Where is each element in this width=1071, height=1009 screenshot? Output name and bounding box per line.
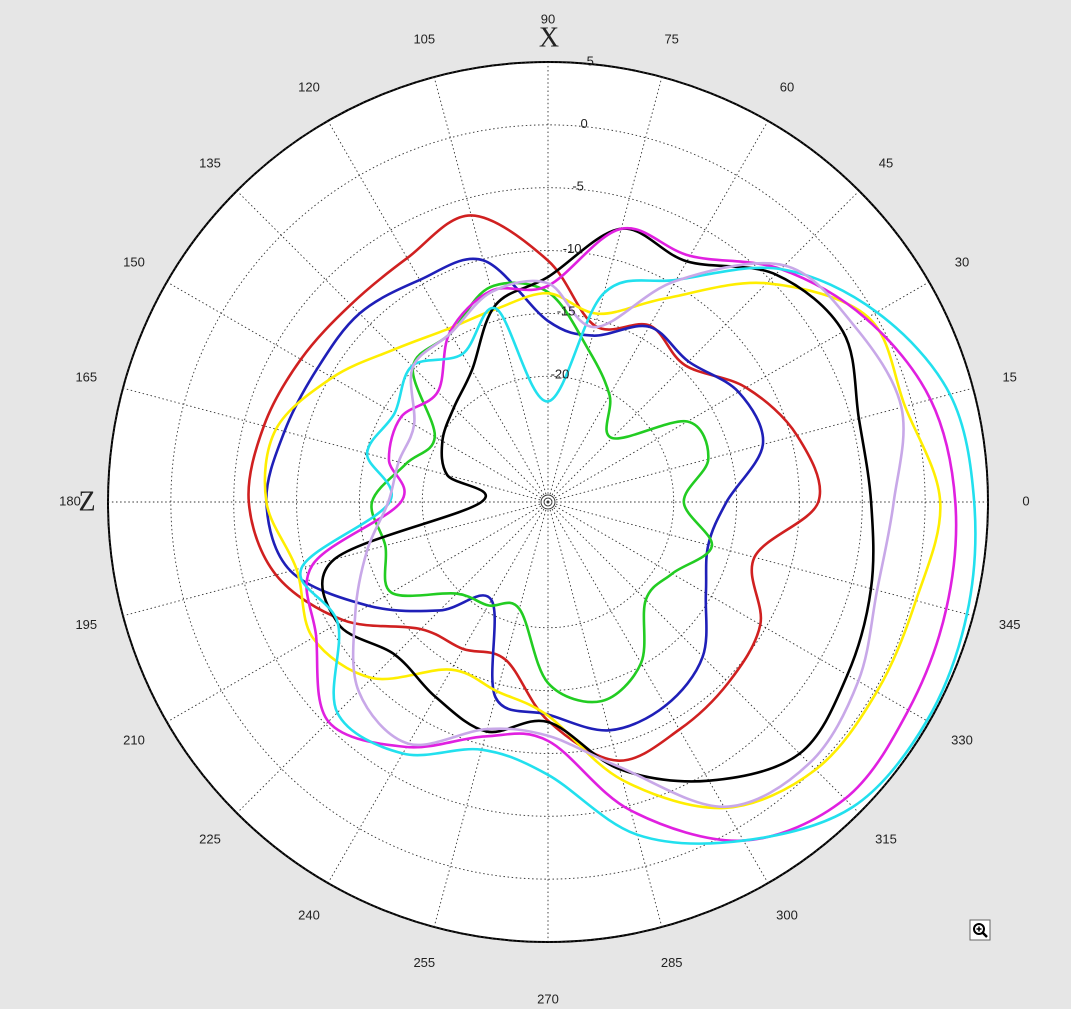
angle-tick-label: 0 (1022, 493, 1029, 508)
origin-marker (540, 494, 556, 510)
grid-circle (358, 312, 738, 692)
angle-tick-label: 195 (75, 617, 97, 632)
label-layer: 0 15 30 45 60 75 90 105 120 135 150 165 180 195 210 225… (59, 11, 1029, 1006)
origin-dot (546, 500, 550, 504)
grid-circle (421, 375, 675, 629)
angle-tick-label: 105 (413, 32, 435, 47)
angle-tick-label: 270 (537, 991, 559, 1004)
angle-tick-label: 150 (123, 254, 145, 269)
series-line-5 (321, 227, 875, 783)
origin-ring-inner (543, 497, 553, 507)
z-axis-label: Z (78, 486, 95, 517)
angle-tick-label: 240 (298, 907, 320, 922)
angle-tick-label: 30 (955, 254, 969, 269)
grid-circle (170, 124, 926, 880)
angle-tick-label: 315 (875, 831, 897, 846)
angle-tick-label: 165 (75, 370, 97, 385)
angle-tick-label: 90 (541, 11, 555, 26)
angle-tick-label: 60 (780, 79, 794, 94)
series-line-3 (370, 281, 714, 704)
angle-tick-label: 15 (1002, 370, 1016, 385)
angle-tick-label: 135 (199, 155, 221, 170)
radial-tick-label: 0 (580, 116, 587, 131)
angle-tick-label: 330 (951, 732, 973, 747)
series-line-8 (351, 262, 905, 809)
angle-tick-label: 345 (999, 617, 1021, 632)
angle-tick-label: 120 (298, 79, 320, 94)
angle-tick-label: 210 (123, 732, 145, 747)
angle-tick-label: 285 (661, 955, 683, 970)
radial-tick-label: -10 (563, 241, 582, 256)
series-layer (247, 214, 977, 845)
radial-tick-label: -20 (551, 366, 570, 381)
zoom-in-icon[interactable] (969, 919, 991, 941)
angle-tick-label: 225 (199, 831, 221, 846)
angle-tick-label: 255 (413, 955, 435, 970)
grid-circle (233, 187, 863, 817)
angle-tick-label: 75 (664, 32, 678, 47)
series-line-7 (298, 266, 977, 845)
angle-tick-label: 300 (776, 907, 798, 922)
radial-tick-label: 5 (587, 53, 594, 68)
series-line-4 (263, 281, 942, 810)
polar-grid (107, 61, 989, 943)
series-line-1 (247, 214, 822, 762)
angle-tick-label: 180 (59, 493, 81, 508)
x-axis-label: X (539, 22, 559, 53)
radial-tick-label: -15 (557, 304, 576, 319)
radial-tick-label: -5 (572, 179, 584, 194)
angle-tick-label: 45 (879, 155, 893, 170)
